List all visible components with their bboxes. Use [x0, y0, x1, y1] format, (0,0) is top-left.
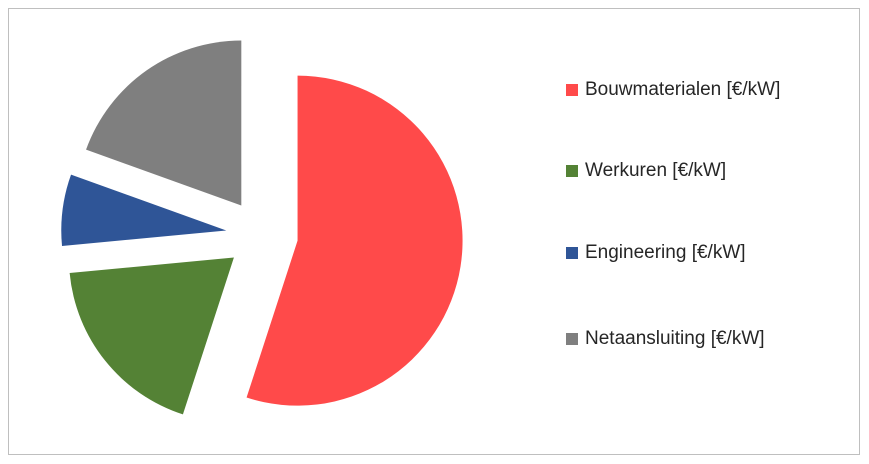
- legend-label: Netaansluiting [€/kW]: [585, 328, 765, 349]
- legend-swatch: [566, 165, 578, 177]
- legend-label: Engineering [€/kW]: [585, 242, 746, 263]
- pie-slice: [61, 174, 227, 247]
- pie-slice: [69, 257, 234, 415]
- legend-swatch: [566, 84, 578, 96]
- legend-label: Werkuren [€/kW]: [585, 160, 726, 181]
- legend-swatch: [566, 333, 578, 345]
- legend-swatch: [566, 247, 578, 259]
- pie-slice: [86, 40, 242, 206]
- pie-slice: [246, 75, 463, 406]
- legend-label: Bouwmaterialen [€/kW]: [585, 79, 780, 100]
